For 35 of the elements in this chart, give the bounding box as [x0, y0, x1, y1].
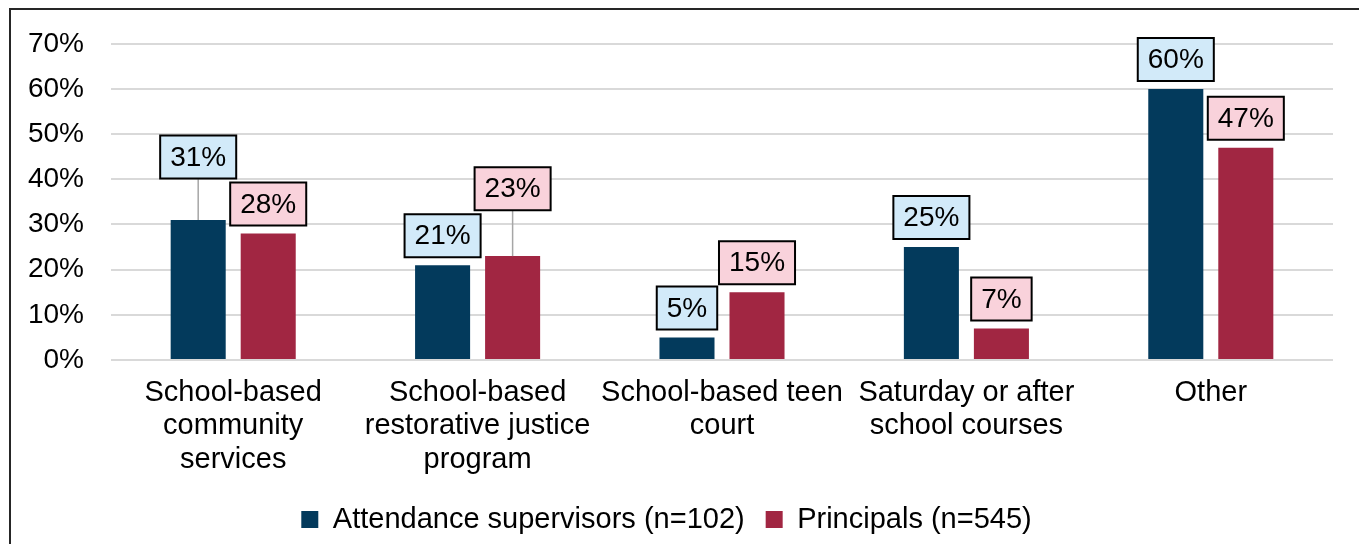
- data-label: 23%: [484, 172, 541, 204]
- data-label: 7%: [981, 282, 1022, 314]
- data-label: 21%: [414, 219, 471, 251]
- x-tick-label: School-based community services: [144, 374, 322, 475]
- x-tick-label: School-based restorative justice program: [364, 374, 591, 475]
- data-label: 25%: [903, 201, 960, 233]
- y-tick-label: 70%: [27, 26, 84, 58]
- bar: [659, 337, 715, 359]
- x-tick-label: Saturday or after school courses: [858, 374, 1075, 441]
- data-label: 60%: [1147, 43, 1204, 75]
- data-label: 28%: [240, 187, 297, 219]
- bar: [485, 256, 541, 359]
- bar: [729, 292, 785, 359]
- bar: [973, 328, 1029, 359]
- data-label: 5%: [666, 291, 708, 323]
- x-tick-label: School-based teen court: [601, 374, 843, 441]
- bar: [903, 247, 959, 359]
- legend-label: Attendance supervisors (n=102): [332, 501, 745, 534]
- x-tick-label: Other: [1174, 374, 1248, 407]
- data-label: 47%: [1217, 101, 1274, 133]
- y-tick-label: 20%: [27, 252, 84, 284]
- bar: [415, 265, 471, 359]
- y-tick-label: 40%: [27, 162, 84, 194]
- y-tick-label: 30%: [27, 207, 84, 239]
- bar: [170, 219, 226, 359]
- y-tick-label: 0%: [43, 342, 84, 374]
- data-label: 31%: [170, 140, 227, 172]
- legend-label: Principals (n=545): [797, 501, 1032, 534]
- bar: [1218, 147, 1274, 359]
- data-label: 15%: [728, 246, 786, 278]
- y-tick-label: 10%: [27, 297, 84, 329]
- y-tick-label: 50%: [27, 116, 84, 148]
- bar: [240, 233, 296, 359]
- bar: [1148, 88, 1204, 359]
- y-tick-label: 60%: [27, 71, 84, 103]
